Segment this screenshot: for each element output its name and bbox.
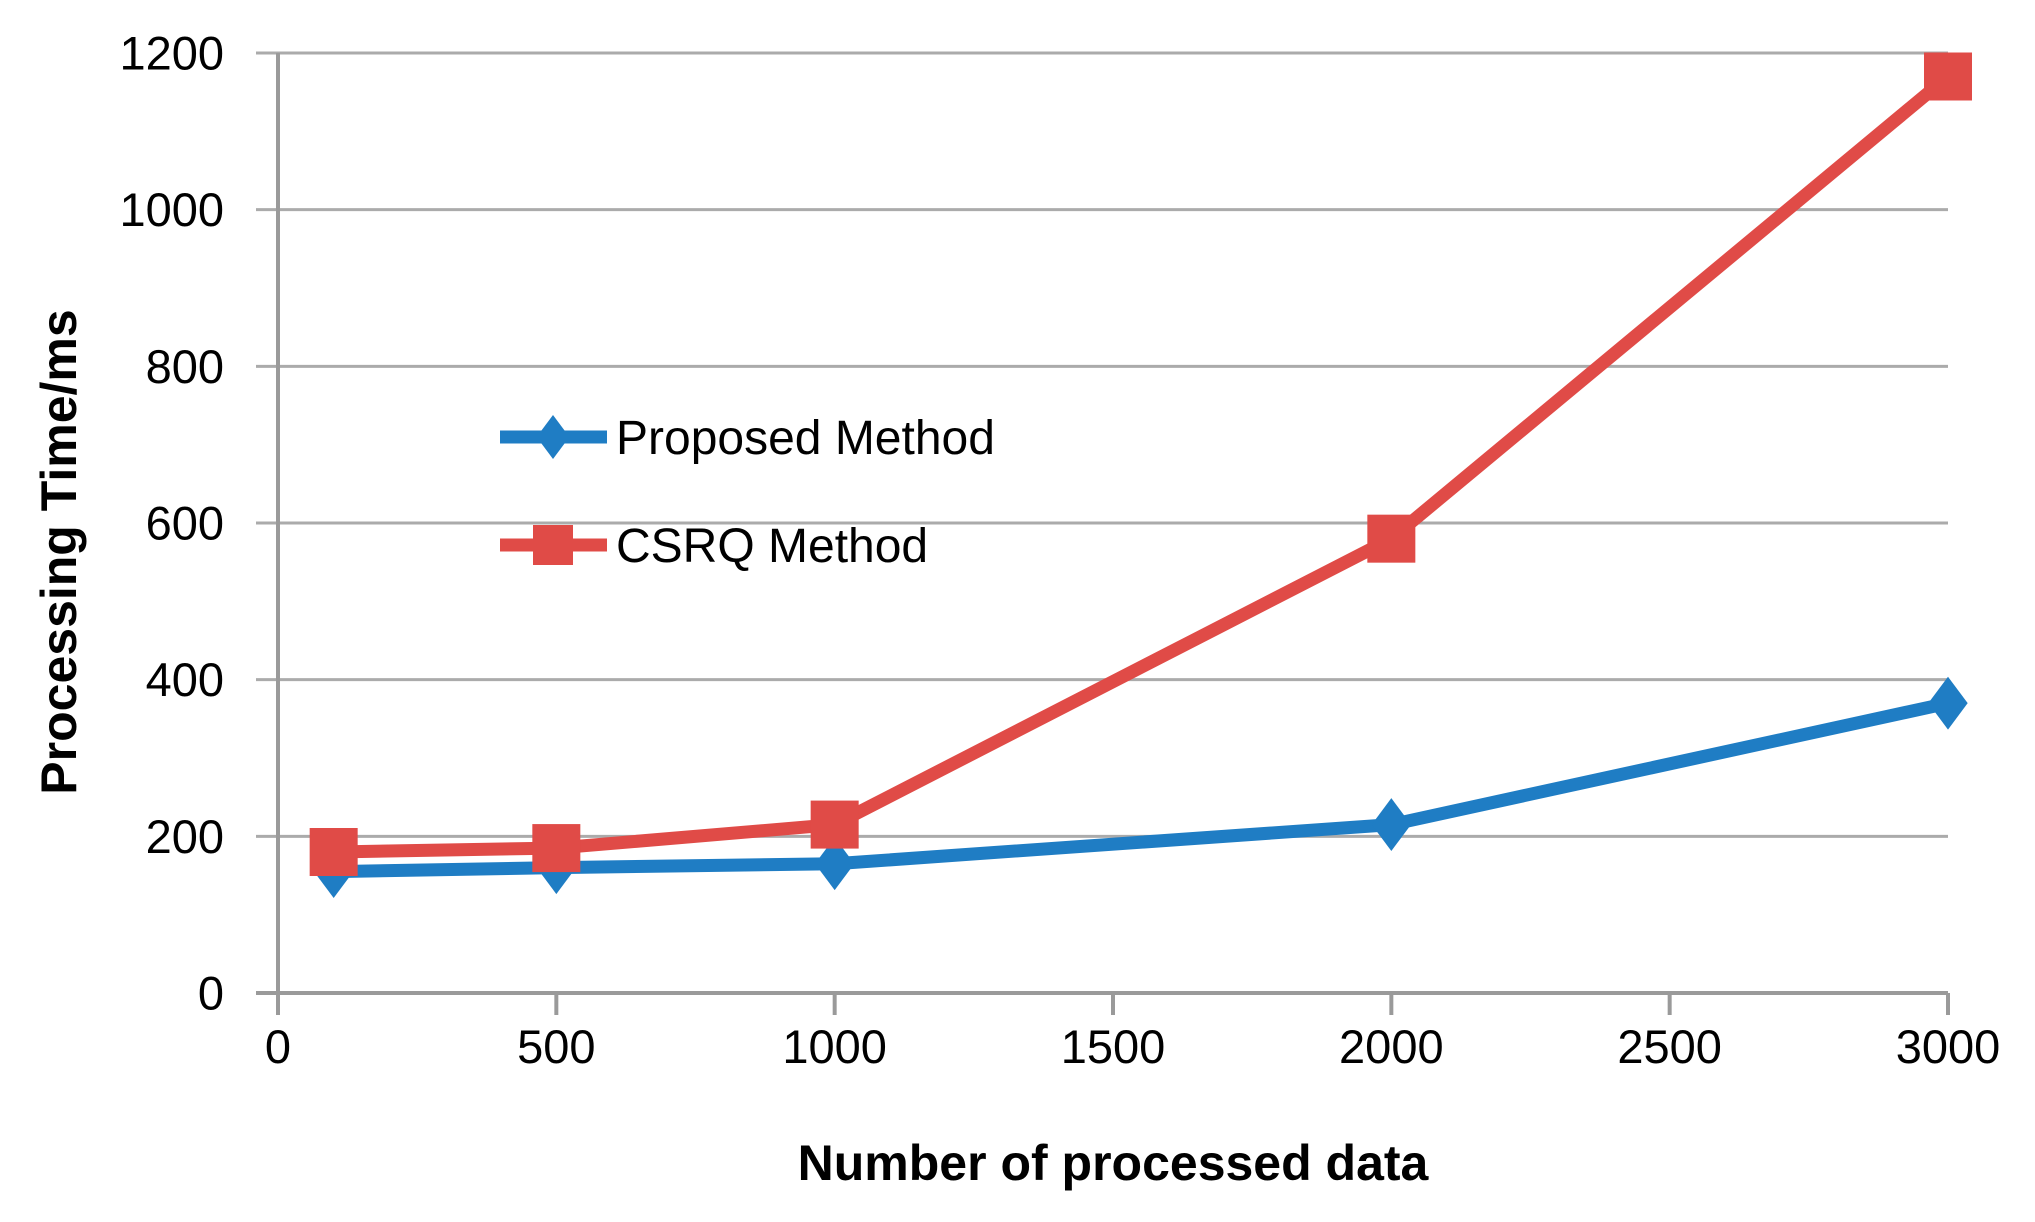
y-axis-title: Processing Time/ms xyxy=(31,309,87,794)
y-tick-label: 200 xyxy=(146,810,224,863)
data-point-marker xyxy=(532,824,581,873)
y-tick-label: 800 xyxy=(146,340,224,393)
data-point-marker xyxy=(309,828,358,876)
legend-item: Proposed Method xyxy=(500,412,995,465)
data-point-marker xyxy=(814,837,855,891)
axes xyxy=(256,53,1950,1015)
y-tick-label: 0 xyxy=(198,966,224,1019)
y-tick-label: 400 xyxy=(146,653,224,706)
x-tick-label: 3000 xyxy=(1896,1020,2001,1073)
x-tick-label: 0 xyxy=(265,1020,291,1073)
data-point-marker xyxy=(810,800,859,849)
legend-marker xyxy=(536,415,570,459)
series-csrq-method xyxy=(309,52,1972,876)
data-point-marker xyxy=(1924,52,1972,101)
legend-item: CSRQ Method xyxy=(500,520,928,573)
y-tick-label: 600 xyxy=(146,496,224,549)
x-tick-label: 1000 xyxy=(782,1020,887,1073)
y-axis-tick-labels: 0 200 400 600 800 1000 1200 xyxy=(119,26,224,1019)
data-series xyxy=(309,52,1972,898)
x-axis-tick-labels: 0 500 1000 1500 2000 2500 3000 xyxy=(265,1020,2000,1073)
x-tick-label: 500 xyxy=(517,1020,595,1073)
legend: Proposed Method CSRQ Method xyxy=(500,412,995,573)
x-tick-label: 1500 xyxy=(1061,1020,1166,1073)
x-tick-label: 2500 xyxy=(1617,1020,1722,1073)
legend-label: Proposed Method xyxy=(616,412,995,465)
legend-label: CSRQ Method xyxy=(616,520,928,573)
data-point-marker xyxy=(1371,798,1412,851)
y-tick-label: 1000 xyxy=(119,183,224,236)
series-line xyxy=(333,71,1953,859)
y-tick-label: 1200 xyxy=(119,26,224,79)
data-point-marker xyxy=(1928,676,1968,730)
data-point-marker xyxy=(1367,514,1416,563)
x-tick-label: 2000 xyxy=(1339,1020,1444,1073)
legend-marker xyxy=(533,525,573,565)
x-axis-title: Number of processed data xyxy=(798,1135,1430,1191)
